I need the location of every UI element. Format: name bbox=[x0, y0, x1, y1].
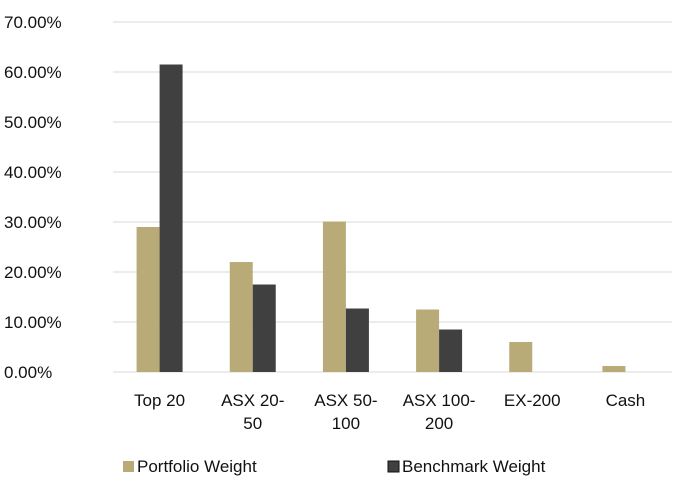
bar-benchmark-weight-4 bbox=[439, 329, 463, 372]
bar-benchmark-weight-3 bbox=[345, 308, 369, 372]
legend-swatch-portfolio-weight bbox=[123, 461, 134, 472]
bar-portfolio-weight-4 bbox=[416, 309, 440, 372]
y-tick-label: 60.00% bbox=[4, 63, 62, 82]
bar-portfolio-weight-6 bbox=[602, 366, 626, 372]
x-axis-tick-labels: Top 20 ASX 20-50 ASX 50-100 ASX 100-200 EX-2… bbox=[134, 391, 645, 433]
y-axis-tick-labels: 0.00% 10.00% 20.00% 30.00% 40.00% 50.00% 60.00… bbox=[4, 13, 62, 382]
legend-label-portfolio-weight: Portfolio Weight bbox=[137, 457, 257, 476]
bars bbox=[136, 64, 626, 372]
x-tick-label: EX-200 bbox=[504, 391, 561, 410]
bar-portfolio-weight-5 bbox=[509, 342, 533, 372]
y-tick-label: 30.00% bbox=[4, 213, 62, 232]
bar-benchmark-weight-1 bbox=[159, 64, 183, 372]
bar-portfolio-weight-1 bbox=[136, 227, 160, 372]
y-tick-label: 40.00% bbox=[4, 163, 62, 182]
gridlines bbox=[113, 21, 672, 373]
y-tick-label: 50.00% bbox=[4, 113, 62, 132]
x-tick-label: ASX 50-100 bbox=[314, 391, 377, 433]
bar-portfolio-weight-2 bbox=[229, 262, 253, 372]
x-tick-label: Cash bbox=[606, 391, 646, 410]
x-tick-label: ASX 100-200 bbox=[403, 391, 476, 433]
bar-benchmark-weight-2 bbox=[252, 284, 276, 372]
bar-portfolio-weight-3 bbox=[322, 221, 346, 372]
x-tick-label: ASX 20-50 bbox=[221, 391, 284, 433]
y-tick-label: 20.00% bbox=[4, 263, 62, 282]
y-tick-label: 70.00% bbox=[4, 13, 62, 32]
x-tick-label: Top 20 bbox=[134, 391, 185, 410]
y-tick-label: 10.00% bbox=[4, 313, 62, 332]
legend: Portfolio Weight Benchmark Weight bbox=[123, 457, 546, 476]
legend-label-benchmark-weight: Benchmark Weight bbox=[402, 457, 546, 476]
y-tick-label: 0.00% bbox=[4, 363, 52, 382]
legend-swatch-benchmark-weight bbox=[387, 460, 400, 473]
